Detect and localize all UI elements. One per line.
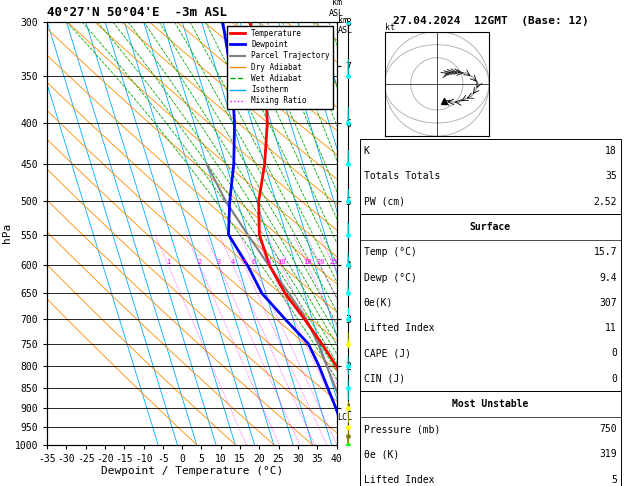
Text: 5: 5 bbox=[611, 475, 617, 485]
Text: 20: 20 bbox=[316, 260, 325, 265]
Legend: Temperature, Dewpoint, Parcel Trajectory, Dry Adiabat, Wet Adiabat, Isotherm, Mi: Temperature, Dewpoint, Parcel Trajectory… bbox=[226, 26, 333, 108]
Text: 27.04.2024  12GMT  (Base: 12): 27.04.2024 12GMT (Base: 12) bbox=[392, 16, 589, 26]
Text: 5: 5 bbox=[242, 260, 247, 265]
Text: 6: 6 bbox=[252, 260, 256, 265]
Text: kt: kt bbox=[384, 22, 394, 32]
Text: 16: 16 bbox=[303, 260, 312, 265]
Text: 319: 319 bbox=[599, 450, 617, 459]
Text: Lifted Index: Lifted Index bbox=[364, 475, 434, 485]
Text: 9.4: 9.4 bbox=[599, 273, 617, 282]
Text: Surface: Surface bbox=[470, 222, 511, 232]
Text: PW (cm): PW (cm) bbox=[364, 197, 404, 207]
Text: 0: 0 bbox=[611, 348, 617, 358]
Text: 2.52: 2.52 bbox=[594, 197, 617, 207]
Text: Most Unstable: Most Unstable bbox=[452, 399, 528, 409]
Text: 307: 307 bbox=[599, 298, 617, 308]
Text: LCL: LCL bbox=[337, 413, 352, 422]
Text: 25: 25 bbox=[330, 260, 338, 265]
Text: 2: 2 bbox=[198, 260, 201, 265]
Text: K: K bbox=[364, 146, 369, 156]
Text: 8: 8 bbox=[267, 260, 271, 265]
X-axis label: Dewpoint / Temperature (°C): Dewpoint / Temperature (°C) bbox=[101, 467, 283, 476]
Text: 750: 750 bbox=[599, 424, 617, 434]
Text: Temp (°C): Temp (°C) bbox=[364, 247, 416, 257]
Text: θe (K): θe (K) bbox=[364, 450, 399, 459]
Text: Dewp (°C): Dewp (°C) bbox=[364, 273, 416, 282]
Text: 10: 10 bbox=[277, 260, 286, 265]
Text: Totals Totals: Totals Totals bbox=[364, 172, 440, 181]
Y-axis label: hPa: hPa bbox=[2, 223, 12, 243]
Text: CAPE (J): CAPE (J) bbox=[364, 348, 411, 358]
Text: km
ASL: km ASL bbox=[338, 16, 353, 35]
Text: 18: 18 bbox=[605, 146, 617, 156]
Text: 3: 3 bbox=[216, 260, 221, 265]
Text: © weatheronline.co.uk: © weatheronline.co.uk bbox=[437, 471, 550, 480]
Text: Lifted Index: Lifted Index bbox=[364, 323, 434, 333]
Text: 35: 35 bbox=[605, 172, 617, 181]
Text: 1: 1 bbox=[166, 260, 170, 265]
Text: θe(K): θe(K) bbox=[364, 298, 393, 308]
Text: CIN (J): CIN (J) bbox=[364, 374, 404, 383]
Text: Pressure (mb): Pressure (mb) bbox=[364, 424, 440, 434]
Text: 40°27'N 50°04'E  -3m ASL: 40°27'N 50°04'E -3m ASL bbox=[47, 6, 227, 19]
Text: 11: 11 bbox=[605, 323, 617, 333]
Text: 4: 4 bbox=[231, 260, 235, 265]
Text: km
ASL: km ASL bbox=[329, 0, 344, 17]
Text: 15.7: 15.7 bbox=[594, 247, 617, 257]
Text: 0: 0 bbox=[611, 374, 617, 383]
